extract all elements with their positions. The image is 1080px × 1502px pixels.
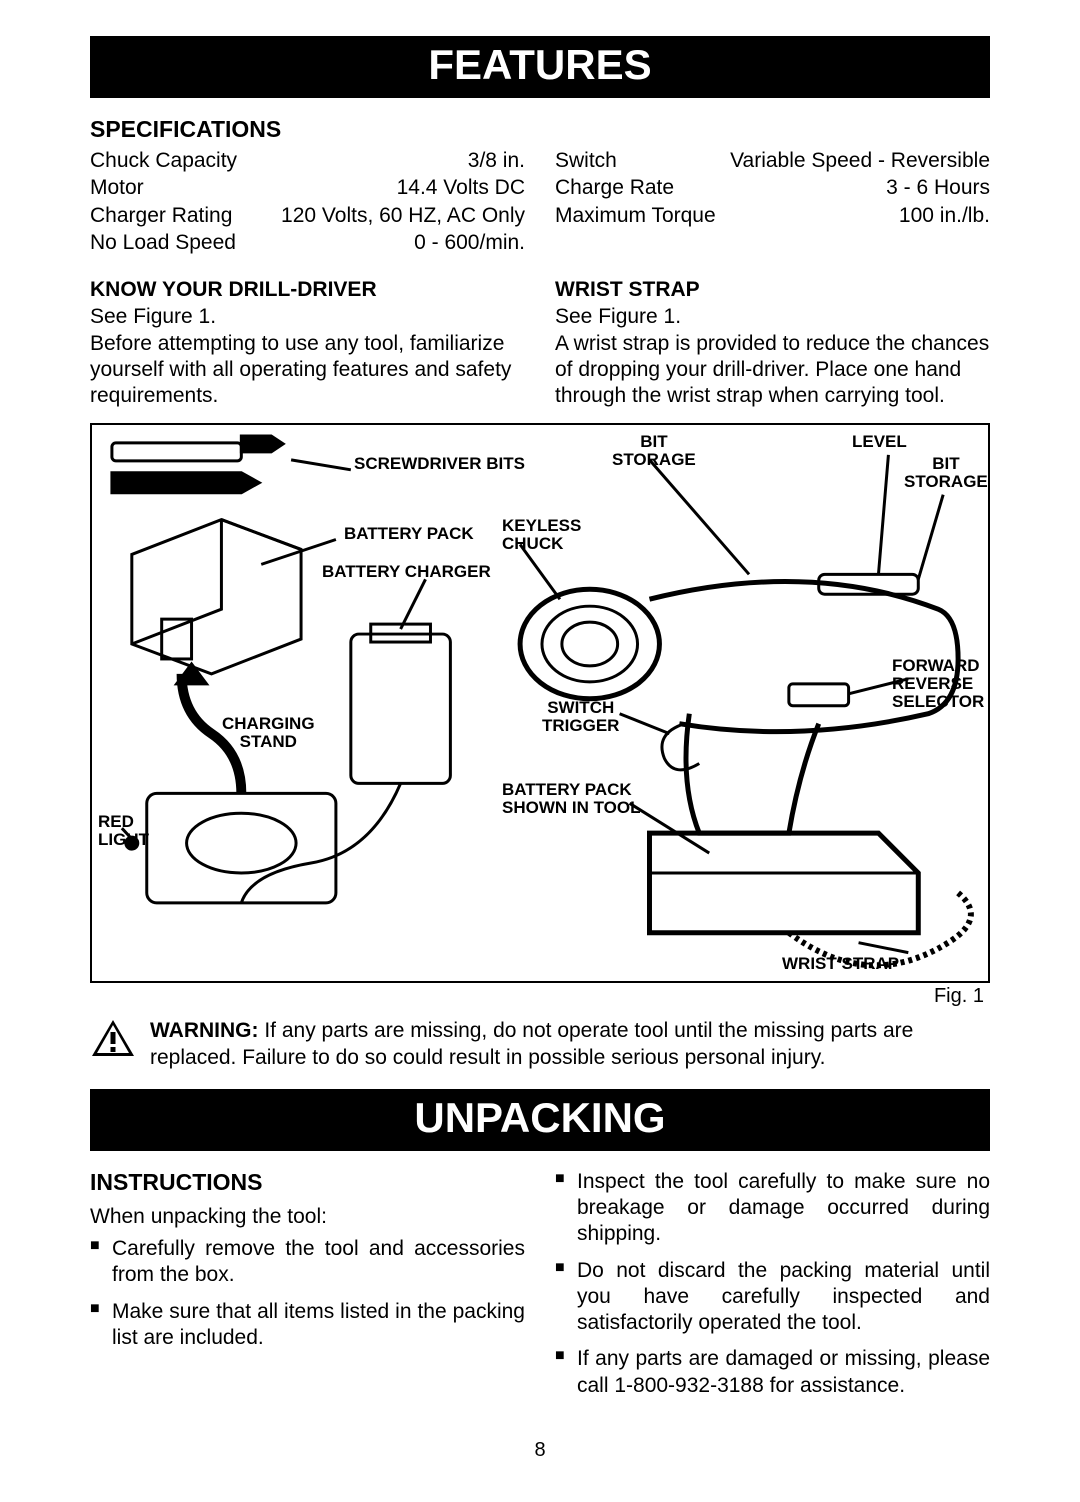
label-battery-charger: BATTERY CHARGER xyxy=(322,563,491,581)
wrist-heading: WRIST STRAP xyxy=(555,278,990,302)
spec-value: 100 in./lb. xyxy=(899,202,990,229)
spec-value: 3 - 6 Hours xyxy=(886,174,990,201)
spec-label: Motor xyxy=(90,174,144,201)
instructions-intro: When unpacking the tool: xyxy=(90,1204,525,1230)
instructions-heading: INSTRUCTIONS xyxy=(90,1169,525,1196)
know-heading: KNOW YOUR DRILL-DRIVER xyxy=(90,278,525,302)
spec-value: 14.4 Volts DC xyxy=(397,174,525,201)
instruction-item: Make sure that all items listed in the p… xyxy=(90,1299,525,1352)
spec-row: No Load Speed 0 - 600/min. xyxy=(90,229,525,256)
spec-row: Maximum Torque 100 in./lb. xyxy=(555,202,990,229)
spec-row: Switch Variable Speed - Reversible xyxy=(555,147,990,174)
warning: WARNING: If any parts are missing, do no… xyxy=(90,1018,990,1071)
label-forward-reverse: FORWARDREVERSESELECTOR xyxy=(892,657,984,711)
spec-value: Variable Speed - Reversible xyxy=(730,147,990,174)
instruction-item: If any parts are damaged or missing, ple… xyxy=(555,1346,990,1399)
spec-label: Charge Rate xyxy=(555,174,674,201)
spec-label: Maximum Torque xyxy=(555,202,716,229)
spec-label: Switch xyxy=(555,147,617,174)
warning-text: If any parts are missing, do not operate… xyxy=(150,1019,913,1068)
page-number: 8 xyxy=(90,1439,990,1462)
label-level: LEVEL xyxy=(852,433,907,451)
instruction-item: Inspect the tool carefully to make sure … xyxy=(555,1169,990,1248)
instruction-item: Do not discard the packing material unti… xyxy=(555,1258,990,1337)
instruction-item: Carefully remove the tool and accessorie… xyxy=(90,1236,525,1289)
know-see: See Figure 1. xyxy=(90,304,525,330)
drill-diagram xyxy=(92,425,988,983)
label-bit-storage-top: BITSTORAGE xyxy=(612,433,696,469)
label-wrist-strap: WRIST STRAP xyxy=(782,955,899,973)
label-battery-shown: BATTERY PACKSHOWN IN TOOL xyxy=(502,781,641,817)
spec-value: 3/8 in. xyxy=(468,147,525,174)
label-keyless-chuck: KEYLESSCHUCK xyxy=(502,517,581,553)
spec-value: 120 Volts, 60 HZ, AC Only xyxy=(281,202,525,229)
figure-1: SCREWDRIVER BITS BATTERY PACK BATTERY CH… xyxy=(90,423,990,983)
warning-icon xyxy=(90,1018,136,1064)
label-red-light: REDLIGHT xyxy=(98,813,149,849)
know-body: Before attempting to use any tool, famil… xyxy=(90,331,525,410)
wrist-see: See Figure 1. xyxy=(555,304,990,330)
label-battery-pack: BATTERY PACK xyxy=(344,525,474,543)
label-charging-stand: CHARGINGSTAND xyxy=(222,715,315,751)
figure-caption: Fig. 1 xyxy=(90,985,990,1008)
spec-row: Charger Rating 120 Volts, 60 HZ, AC Only xyxy=(90,202,525,229)
label-bit-storage-right: BITSTORAGE xyxy=(904,455,988,491)
label-switch-trigger: SWITCHTRIGGER xyxy=(542,699,619,735)
wrist-body: A wrist strap is provided to reduce the … xyxy=(555,331,990,410)
spec-value: 0 - 600/min. xyxy=(414,229,525,256)
spec-row: Charge Rate 3 - 6 Hours xyxy=(555,174,990,201)
warning-label: WARNING: xyxy=(150,1019,259,1042)
unpacking-banner: UNPACKING xyxy=(90,1089,990,1151)
label-screwdriver-bits: SCREWDRIVER BITS xyxy=(354,455,525,473)
spec-row: Chuck Capacity 3/8 in. xyxy=(90,147,525,174)
specifications-table: Chuck Capacity 3/8 in. Motor 14.4 Volts DC… xyxy=(90,147,990,256)
spec-label: Charger Rating xyxy=(90,202,232,229)
specifications-heading: SPECIFICATIONS xyxy=(90,116,990,143)
spec-row: Motor 14.4 Volts DC xyxy=(90,174,525,201)
features-banner: FEATURES xyxy=(90,36,990,98)
spec-label: Chuck Capacity xyxy=(90,147,237,174)
spec-label: No Load Speed xyxy=(90,229,236,256)
